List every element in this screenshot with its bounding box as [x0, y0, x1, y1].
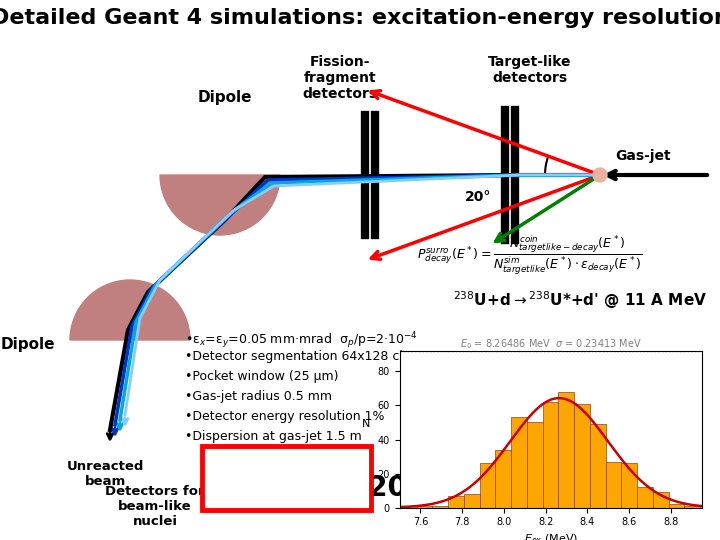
Title: $E_0$ = 8.26486 MeV  $\sigma$ = 0.23413 MeV: $E_0$ = 8.26486 MeV $\sigma$ = 0.23413 M… [460, 337, 642, 350]
Bar [401, 506, 417, 508]
Text: Unreacted
beam: Unreacted beam [66, 460, 144, 488]
Text: •Detector energy resolution 1%: •Detector energy resolution 1% [185, 410, 384, 423]
Bar [558, 392, 574, 508]
Wedge shape [160, 175, 280, 235]
Text: ΔE*≈200 keV: ΔE*≈200 keV [290, 474, 494, 502]
Bar [621, 463, 637, 508]
X-axis label: $E_{ex}$ (MeV): $E_{ex}$ (MeV) [523, 533, 578, 540]
Text: 20°: 20° [465, 190, 491, 204]
Bar [668, 504, 684, 508]
Text: Gas-jet: Gas-jet [615, 149, 670, 163]
Circle shape [593, 168, 607, 182]
Bar [511, 417, 527, 508]
Bar [543, 402, 558, 508]
Bar [653, 492, 668, 508]
Bar [464, 494, 480, 508]
Text: Dipole: Dipole [1, 338, 55, 353]
Text: Detectors for
beam-like
nuclei: Detectors for beam-like nuclei [105, 485, 204, 528]
Bar [495, 450, 511, 508]
Text: •Dispersion at gas-jet 1.5 m: •Dispersion at gas-jet 1.5 m [185, 430, 361, 443]
Bar [417, 506, 432, 508]
Text: •Pocket window (25 μm): •Pocket window (25 μm) [185, 370, 338, 383]
Text: Dipole: Dipole [198, 90, 252, 105]
Text: Detailed Geant 4 simulations: excitation-energy resolution: Detailed Geant 4 simulations: excitation… [0, 8, 720, 28]
Bar [700, 506, 716, 508]
Text: Target-like
detectors: Target-like detectors [488, 55, 572, 85]
Y-axis label: N: N [362, 419, 371, 429]
Bar [480, 463, 495, 508]
Text: $P^{surro}_{decay}(E^*)=\dfrac{N^{coin}_{targetlike-decay}(E^*)}{N^{sim}_{target: $P^{surro}_{decay}(E^*)=\dfrac{N^{coin}_… [418, 233, 643, 276]
Bar [574, 404, 590, 508]
Bar [590, 424, 606, 508]
Text: •Detector segmentation 64x128 ch: •Detector segmentation 64x128 ch [185, 350, 408, 363]
Bar [432, 506, 448, 508]
Bar [606, 462, 621, 508]
Bar [684, 506, 700, 508]
Bar [448, 496, 464, 508]
Text: Fission-
fragment
detectors: Fission- fragment detectors [302, 55, 377, 102]
Bar [637, 487, 653, 508]
Text: •ε$_x$=ε$_y$=0.05 mm·mrad  σ$_p$/p=2·10$^{-4}$: •ε$_x$=ε$_y$=0.05 mm·mrad σ$_p$/p=2·10$^… [185, 330, 418, 350]
Text: •Gas-jet radius 0.5 mm: •Gas-jet radius 0.5 mm [185, 390, 332, 403]
Wedge shape [70, 280, 190, 340]
Bar [527, 422, 543, 508]
Text: $^{238}$U+d$\rightarrow$$^{238}$U*+d' @ 11 A MeV: $^{238}$U+d$\rightarrow$$^{238}$U*+d' @ … [453, 289, 707, 311]
